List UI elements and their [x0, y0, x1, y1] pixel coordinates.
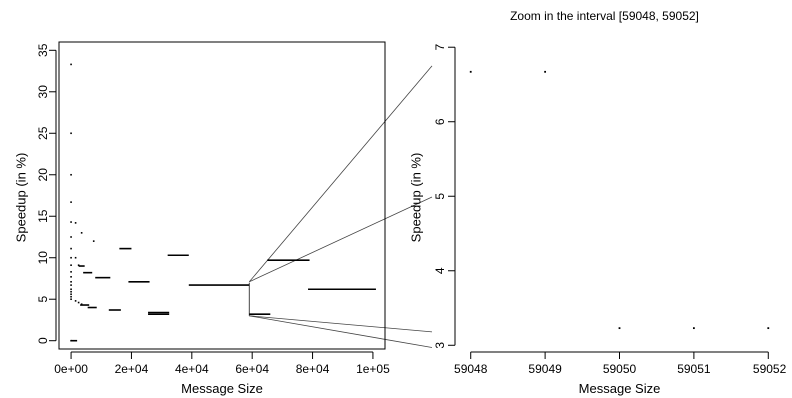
- zoom-plot-title: Zoom in the interval [59048, 59052]: [510, 9, 699, 23]
- overview-data-point: [74, 300, 77, 302]
- overview-x-tick-label: 2e+04: [115, 362, 149, 376]
- zoom-data-marks: [469, 70, 770, 330]
- overview-y-tick-label: 25: [36, 126, 50, 140]
- overview-data-point: [70, 276, 72, 278]
- overview-y-axis: 0 5 10 15 20 25 30 35: [36, 43, 57, 344]
- overview-data-point: [70, 236, 72, 238]
- zoom-y-tick-label: 4: [433, 267, 447, 274]
- overview-data-point: [70, 173, 72, 176]
- overview-data-point: [70, 284, 72, 286]
- zoom-x-axis-label: Message Size: [579, 381, 661, 396]
- overview-y-tick-label: 5: [36, 296, 50, 303]
- overview-data-point: [70, 256, 72, 259]
- overview-y-tick-label: 30: [36, 85, 50, 99]
- overview-data-point: [70, 295, 72, 298]
- zoom-x-tick-label: 59049: [528, 362, 562, 376]
- overview-y-tick-label: 10: [36, 251, 50, 265]
- zoom-x-tick-label: 59050: [603, 362, 637, 376]
- overview-y-tick-label: 15: [36, 209, 50, 223]
- overview-data-point: [80, 303, 83, 305]
- overview-x-tick-label: 0e+00: [54, 362, 88, 376]
- overview-data-point: [77, 264, 80, 266]
- overview-data-point: [70, 63, 72, 66]
- zoom-data-point: [618, 327, 621, 330]
- zoom-y-tick-label: 7: [433, 44, 447, 51]
- overview-data-point: [70, 271, 72, 273]
- overview-data-point: [80, 232, 83, 234]
- overview-x-tick-label: 8e+04: [296, 362, 330, 376]
- zoom-y-axis: 3 4 5 6 7: [433, 44, 456, 349]
- overview-data-point: [74, 222, 77, 224]
- overview-data-point: [70, 132, 72, 135]
- overview-data-point: [70, 221, 72, 223]
- overview-data-point: [70, 293, 72, 296]
- overview-x-tick-label: 1e+05: [356, 362, 390, 376]
- overview-data-point: [70, 290, 72, 293]
- overview-y-tick-label: 35: [36, 43, 50, 57]
- zoom-y-axis-label: Speedup (in %): [409, 153, 424, 243]
- overview-data-point: [70, 280, 72, 283]
- overview-plot-frame: [58, 41, 386, 350]
- zoom-connector-line: [249, 65, 433, 283]
- zoom-x-tick-label: 59048: [454, 362, 488, 376]
- overview-data-point: [70, 247, 72, 250]
- overview-x-axis-label: Message Size: [181, 381, 263, 396]
- zoom-x-tick-label: 59052: [753, 362, 787, 376]
- overview-y-tick-label: 0: [36, 337, 50, 344]
- zoom-connector-lines: [248, 65, 433, 348]
- overview-data-point: [74, 256, 77, 259]
- overview-x-axis: 0e+00 2e+04 4e+04 6e+04 8e+04 1e+05: [54, 351, 390, 376]
- zoom-y-tick-label: 5: [433, 193, 447, 200]
- zoom-x-axis: 59048 59049 59050 59051 59052: [454, 351, 787, 376]
- zoom-plot-panel: Zoom in the interval [59048, 59052] 5904…: [409, 9, 787, 396]
- zoom-data-point: [469, 70, 472, 73]
- overview-data-point: [92, 240, 95, 242]
- overview-data-point: [70, 298, 72, 301]
- zoom-connector-line: [249, 315, 433, 348]
- zoom-connector-line: [249, 196, 433, 283]
- zoom-data-point: [767, 327, 770, 330]
- overview-x-tick-label: 6e+04: [235, 362, 269, 376]
- overview-y-axis-label: Speedup (in %): [14, 153, 29, 243]
- zoom-y-tick-label: 3: [433, 342, 447, 349]
- overview-data-point: [70, 201, 72, 203]
- zoom-data-point: [544, 70, 547, 73]
- overview-data-point: [70, 339, 72, 342]
- overview-plot-panel: 0e+00 2e+04 4e+04 6e+04 8e+04 1e+05 0 5 10 15 20 2…: [14, 41, 433, 396]
- overview-x-tick-label: 4e+04: [175, 362, 209, 376]
- zoom-x-tick-label: 59051: [677, 362, 711, 376]
- overview-data-point: [70, 288, 72, 291]
- overview-y-tick-label: 20: [36, 168, 50, 182]
- overview-data-point: [70, 264, 72, 266]
- zoom-y-tick-label: 6: [433, 118, 447, 125]
- overview-data-marks: [70, 63, 376, 342]
- overview-data-point: [77, 301, 80, 304]
- zoom-connector-line: [249, 315, 433, 333]
- zoom-data-point: [692, 327, 695, 330]
